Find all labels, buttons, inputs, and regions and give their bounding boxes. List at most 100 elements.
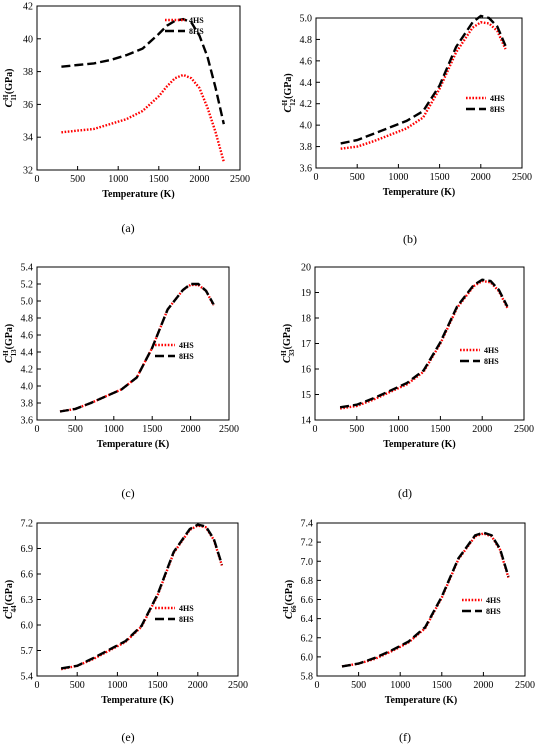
y-tick-label: 3.6 xyxy=(21,416,34,427)
y-tick-label: 18 xyxy=(301,314,311,325)
y-tick-label: 6.0 xyxy=(21,621,34,632)
plot-frame xyxy=(36,266,230,421)
series-line-4hs xyxy=(60,524,224,671)
y-tick-label: 3.6 xyxy=(300,164,313,175)
x-axis-label: Temperature (K) xyxy=(385,695,458,706)
y-tick-label: 4.2 xyxy=(21,365,34,376)
y-tick-label: 4.6 xyxy=(300,56,313,67)
chart-panel-1: 0 500 1000 1500 2000 2500 32 34 36 38 40 42 Temperat… xyxy=(2,2,250,236)
y-axis-label: CH13(GPa) xyxy=(2,324,18,363)
y-tick-label: 6.2 xyxy=(301,633,314,644)
y-tick-label: 5.4 xyxy=(21,672,34,683)
y-tick-label: 19 xyxy=(301,288,311,299)
plot-frame xyxy=(36,522,239,677)
panel-caption: (a) xyxy=(121,221,134,235)
x-tick-label: 2000 xyxy=(181,424,201,435)
y-tick-label: 4.4 xyxy=(300,78,313,89)
x-tick-label: 0 xyxy=(35,174,40,185)
y-tick-label: 17 xyxy=(301,339,311,350)
plot-frame xyxy=(314,266,525,421)
legend-label: 4HS xyxy=(179,604,194,613)
x-axis-label: Temperature (K) xyxy=(97,439,170,450)
x-tick-label: 500 xyxy=(70,680,85,691)
panel-caption: (c) xyxy=(121,486,134,500)
chart-panel-6: 0 500 1000 1500 2000 2500 5.8 6.0 6.2 6.4 6.6 6.8 7.… xyxy=(282,519,535,745)
y-tick-label: 20 xyxy=(301,263,311,274)
series-line-8hs xyxy=(339,278,509,409)
legend-label: 8HS xyxy=(179,615,194,624)
x-tick-label: 2500 xyxy=(228,680,248,691)
y-axis-label: CH11(GPa) xyxy=(2,69,18,108)
legend-label: 8HS xyxy=(484,357,499,366)
x-tick-label: 1000 xyxy=(104,424,124,435)
x-axis-label: Temperature (K) xyxy=(102,189,175,200)
y-tick-label: 32 xyxy=(23,166,33,177)
y-tick-label: 5.8 xyxy=(301,672,314,683)
y-tick-label: 4.4 xyxy=(21,348,34,359)
y-axis-label: CH33(GPa) xyxy=(280,324,296,363)
y-tick-label: 6.6 xyxy=(301,595,314,606)
y-tick-label: 3.8 xyxy=(21,399,34,410)
x-tick-label: 2000 xyxy=(188,680,208,691)
x-tick-label: 1000 xyxy=(107,680,127,691)
y-tick-label: 36 xyxy=(23,100,33,111)
x-axis-label: Temperature (K) xyxy=(101,695,174,706)
x-tick-label: 2500 xyxy=(514,424,534,435)
y-axis-label: CH44(GPa) xyxy=(2,580,18,619)
series-line-4hs xyxy=(341,532,510,668)
series-line-4hs xyxy=(340,21,507,150)
x-tick-label: 500 xyxy=(351,680,366,691)
y-tick-label: 6.0 xyxy=(301,652,314,663)
y-tick-label: 7.0 xyxy=(301,557,314,568)
y-tick-label: 4.0 xyxy=(300,121,313,132)
y-tick-label: 14 xyxy=(301,416,311,427)
x-axis-label: Temperature (K) xyxy=(383,187,456,198)
y-tick-label: 38 xyxy=(23,67,33,78)
panel-caption: (b) xyxy=(403,232,417,246)
x-tick-label: 1500 xyxy=(142,424,162,435)
x-axis-label: Temperature (K) xyxy=(383,439,456,450)
y-tick-label: 4.8 xyxy=(300,35,313,46)
x-tick-label: 500 xyxy=(68,424,83,435)
y-tick-label: 3.8 xyxy=(300,142,313,153)
panel-caption: (d) xyxy=(398,486,412,500)
y-tick-label: 4.2 xyxy=(300,99,313,110)
y-tick-label: 5.0 xyxy=(21,297,34,308)
plot-frame xyxy=(36,5,241,171)
legend-label: 8HS xyxy=(486,607,501,616)
series-line-4hs xyxy=(339,279,509,410)
y-tick-label: 5.0 xyxy=(300,14,313,25)
y-tick-label: 40 xyxy=(23,34,33,45)
y-tick-label: 7.2 xyxy=(21,519,34,530)
x-tick-label: 1000 xyxy=(108,174,128,185)
y-tick-label: 15 xyxy=(301,390,311,401)
series-line-8hs xyxy=(340,14,507,145)
y-tick-label: 16 xyxy=(301,365,311,376)
chart-panel-5: 0 500 1000 1500 2000 2500 5.4 5.7 6.0 6.3 6.6 6.9 7.… xyxy=(2,519,248,745)
legend-label: 4HS xyxy=(490,94,505,103)
x-tick-label: 2000 xyxy=(471,172,491,183)
legend-label: 4HS xyxy=(189,16,204,25)
x-tick-label: 2500 xyxy=(230,174,250,185)
y-axis-label: CH66(GPa) xyxy=(282,580,298,619)
y-tick-label: 6.9 xyxy=(21,544,34,555)
y-tick-label: 6.8 xyxy=(301,576,314,587)
panel-caption: (e) xyxy=(121,730,134,744)
x-tick-label: 500 xyxy=(70,174,85,185)
chart-panel-3: 0 500 1000 1500 2000 2500 3.6 3.8 4.0 4.2 4.4 4.6 4.… xyxy=(2,263,239,501)
x-tick-label: 0 xyxy=(313,424,318,435)
y-tick-label: 4.0 xyxy=(21,382,34,393)
y-tick-label: 5.2 xyxy=(21,280,34,291)
x-tick-label: 1500 xyxy=(430,172,450,183)
y-tick-label: 6.3 xyxy=(21,595,34,606)
x-tick-label: 500 xyxy=(350,172,365,183)
series-line-8hs xyxy=(59,282,215,413)
x-tick-label: 1500 xyxy=(149,174,169,185)
y-tick-label: 6.6 xyxy=(21,570,34,581)
y-axis-label: CH12(GPa) xyxy=(281,73,297,112)
y-tick-label: 4.6 xyxy=(21,331,34,342)
x-tick-label: 1000 xyxy=(389,424,409,435)
x-tick-label: 1000 xyxy=(388,172,408,183)
legend-label: 4HS xyxy=(486,596,501,605)
y-tick-label: 7.2 xyxy=(301,538,314,549)
